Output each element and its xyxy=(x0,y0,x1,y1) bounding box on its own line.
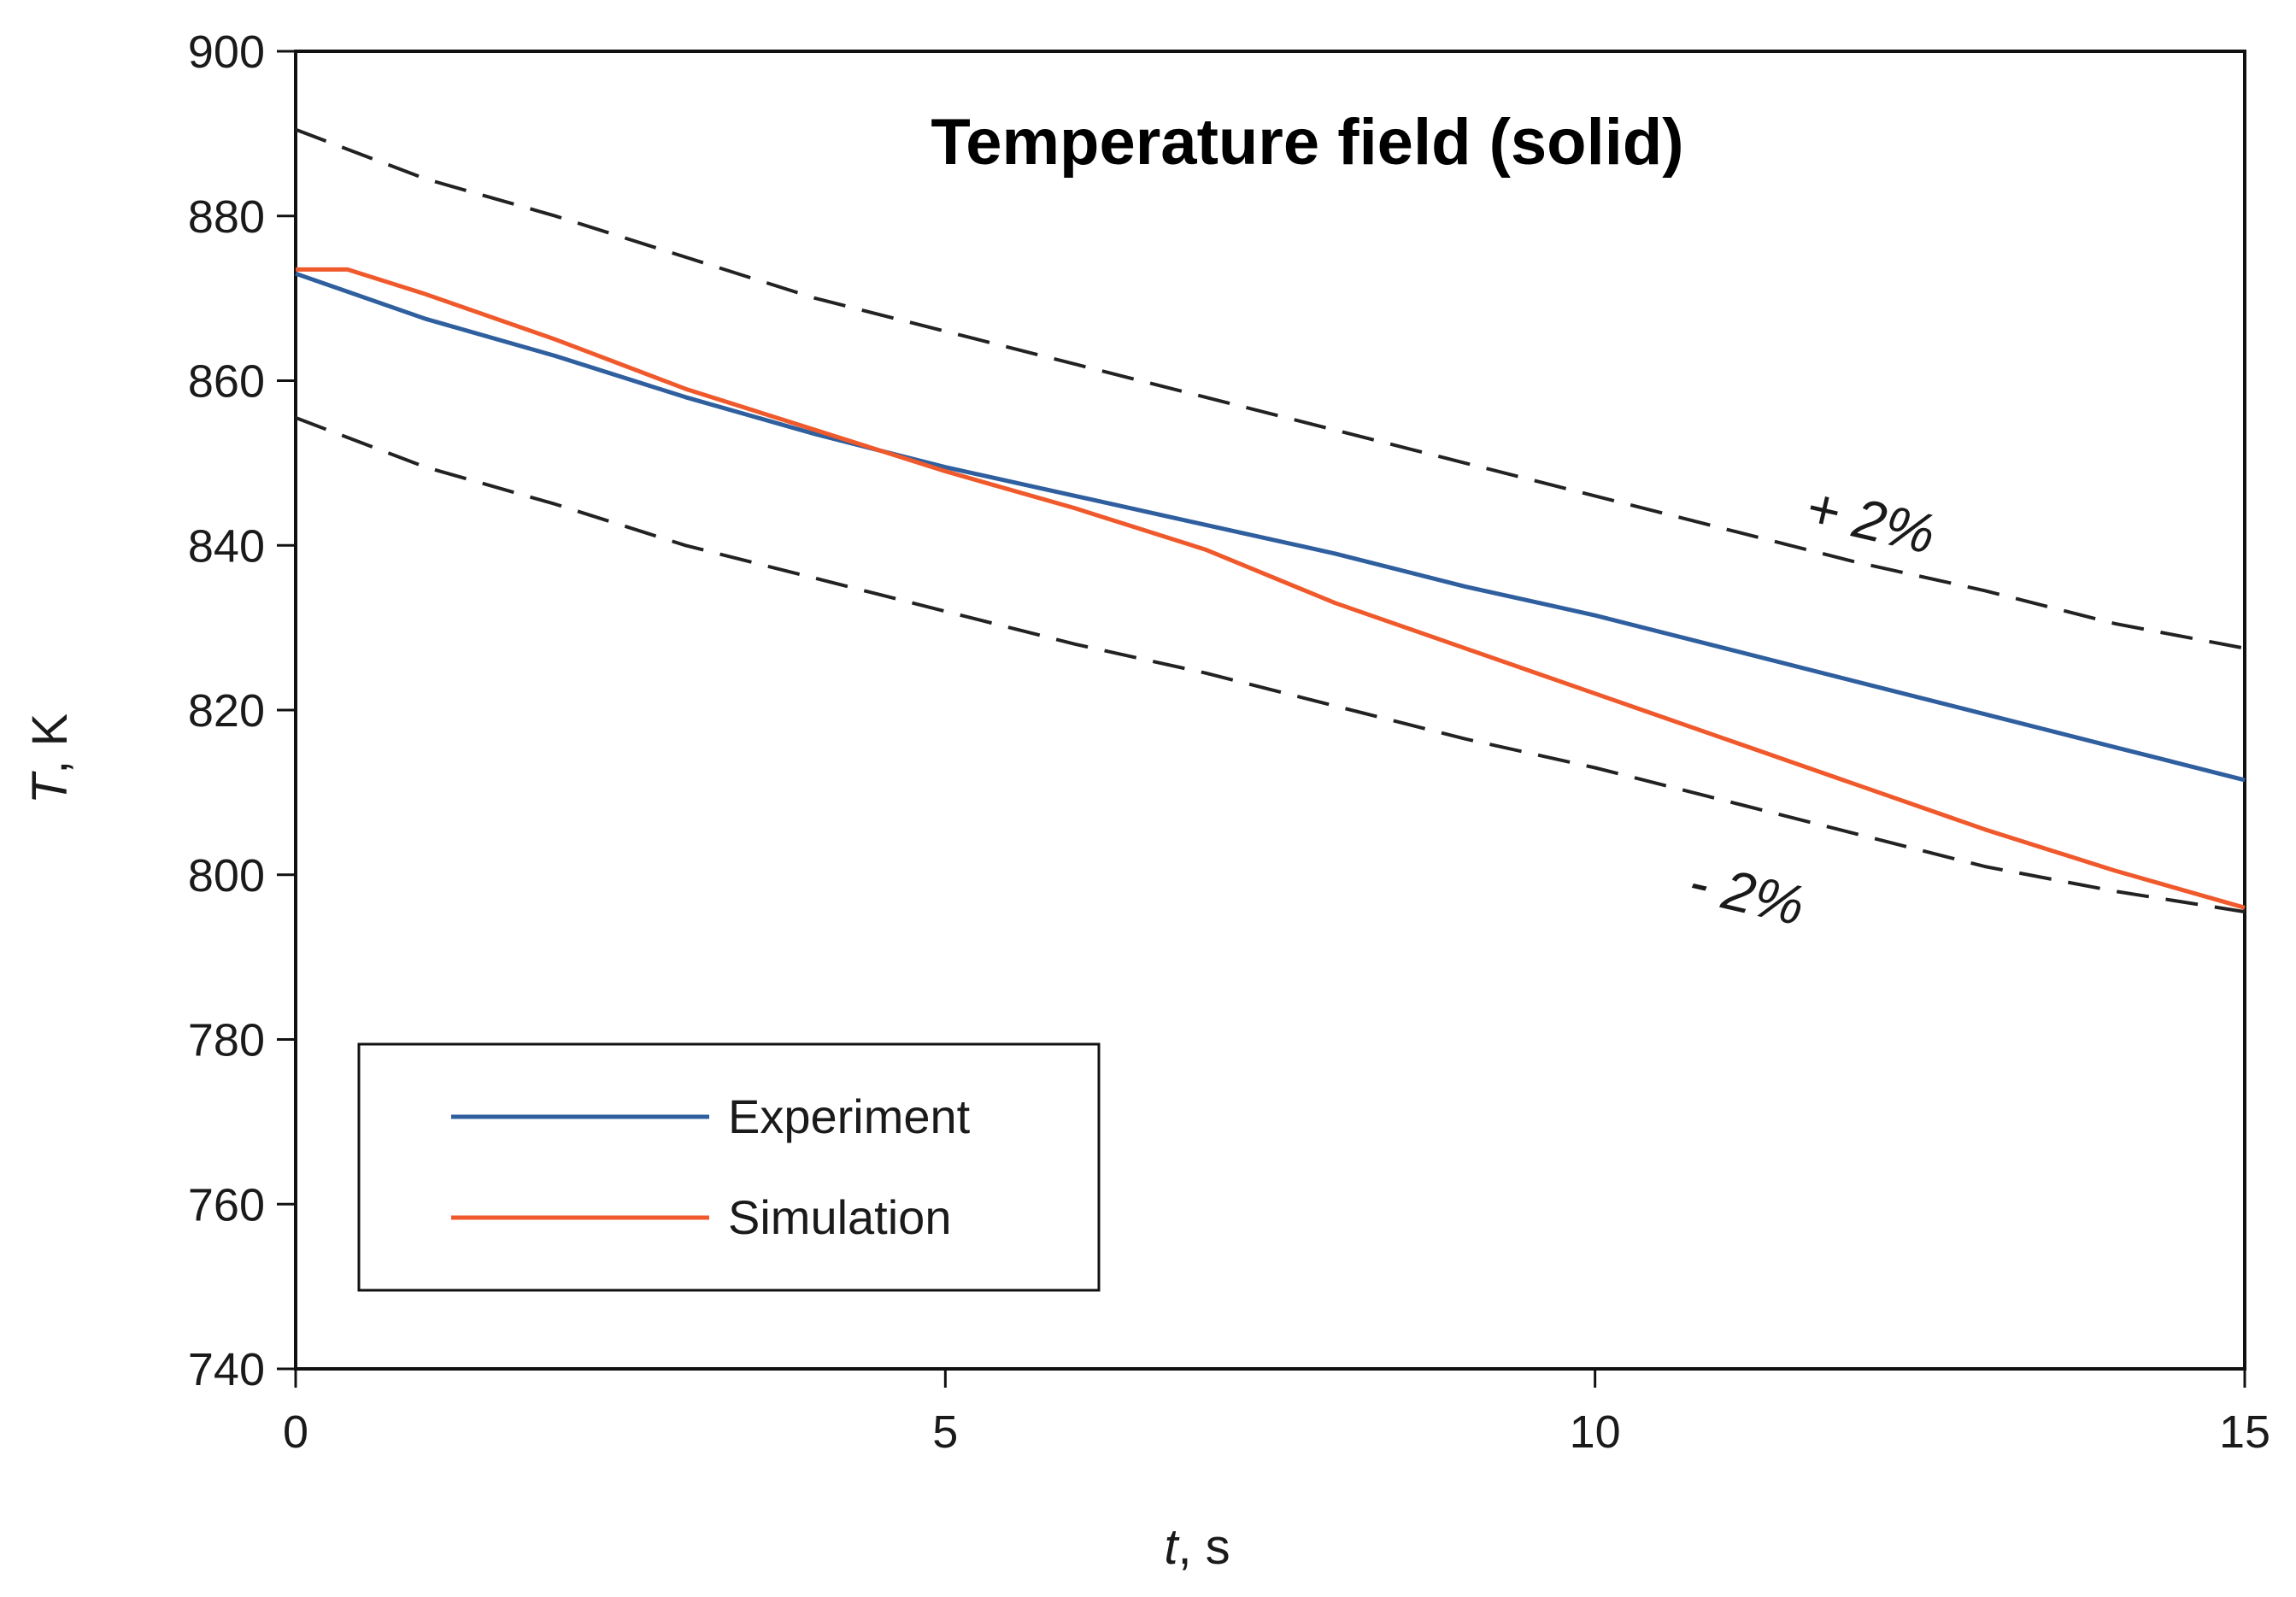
chart-title: Temperature field (solid) xyxy=(931,106,1683,179)
x-tick-label: 0 xyxy=(283,1406,308,1458)
y-tick-label: 880 xyxy=(188,191,265,243)
y-tick-label: 760 xyxy=(188,1179,265,1230)
legend-label-experiment: Experiment xyxy=(728,1089,971,1143)
legend-label-simulation: Simulation xyxy=(728,1190,951,1244)
series-line-simulation xyxy=(296,267,2246,910)
x-axis-label-var: t xyxy=(1164,1519,1180,1575)
series-line-experiment xyxy=(295,271,2246,783)
y-axis-label-var: T xyxy=(22,771,78,804)
y-tick-label: 780 xyxy=(188,1015,265,1066)
annotations: + 2% - 2% xyxy=(1683,475,1941,937)
annotation-label: + 2% xyxy=(1800,475,1941,566)
x-axis-label-unit: , s xyxy=(1177,1519,1230,1575)
y-axis-label: T, K xyxy=(22,713,78,805)
legend: Experiment Simulation xyxy=(357,1042,1101,1292)
y-tick-label: 840 xyxy=(188,520,265,572)
series-line-plusminus-2pct xyxy=(295,127,2246,650)
y-axis-ticks: 740 760 780 800 820 840 860 880 900 xyxy=(188,26,296,1395)
y-tick-label: 820 xyxy=(188,685,265,737)
series-line-minus-2pct xyxy=(295,416,2246,914)
legend-box xyxy=(357,1042,1101,1292)
y-axis-label-unit: , K xyxy=(22,713,78,774)
y-tick-label: 740 xyxy=(188,1344,265,1395)
y-tick-label: 860 xyxy=(188,356,265,408)
y-tick-label: 900 xyxy=(188,26,265,78)
x-tick-label: 5 xyxy=(932,1406,958,1458)
x-tick-label: 10 xyxy=(1570,1406,1621,1458)
x-tick-label: 15 xyxy=(2219,1406,2270,1458)
x-axis-ticks: 0 5 10 15 xyxy=(283,1369,2270,1458)
annotation-label: - 2% xyxy=(1683,849,1811,937)
y-tick-label: 800 xyxy=(188,850,265,901)
series-layer xyxy=(295,127,2246,914)
x-axis-label: t, s xyxy=(1164,1519,1230,1575)
